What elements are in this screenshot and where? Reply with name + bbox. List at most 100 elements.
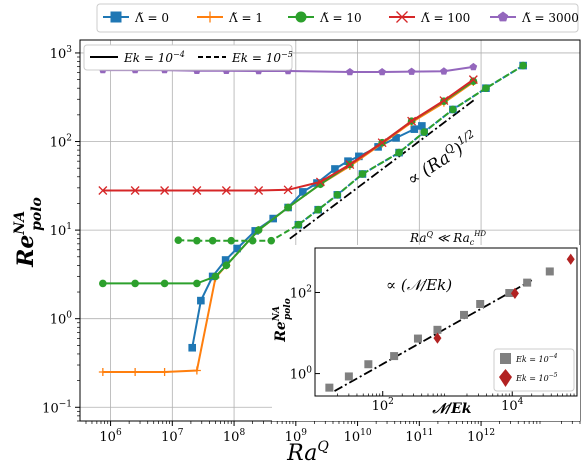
data-point-l10_ek5 [193,236,201,245]
inset-x-tick-label: 104 [501,397,524,414]
main-scaling-label: ∝ (RaQ)1/2 [402,127,482,190]
series-l10_ek5 [174,61,527,245]
main-x-tick-label: 1011 [405,428,433,445]
lambda-legend-marker [497,11,509,22]
main-y-tick-label: 10−1 [42,399,72,416]
lambda-legend-marker [110,11,122,23]
data-point-l3000_ek4 [346,68,354,76]
inset-data-point-ek4 [325,383,334,392]
main-x-tick-label: 1010 [344,428,372,445]
inset-data-point-ek4 [433,325,442,334]
ek-legend-frame [83,44,293,71]
data-point-l100_ek4 [192,186,202,195]
main-x-label: RaQ [286,439,329,466]
data-point-l0_ek4 [392,134,400,142]
data-point-l3000_ek4 [440,67,448,75]
data-point-l10_ek5 [482,84,490,92]
main-scaling-dashdot [289,98,476,240]
data-point-l1_ek4 [192,366,201,375]
data-point-l1_ek4 [98,368,107,377]
inset-legend-frame [493,348,575,392]
data-point-l3000_ek4 [378,68,386,76]
ek-legend-label-2: Ek = 10−5 [231,50,293,65]
data-point-l10_ek4 [193,279,201,288]
data-point-l10_ek4 [131,279,139,288]
lambda-legend-marker [295,11,307,23]
inset-y-tick-label: 102 [290,284,312,301]
data-point-l0_ek4 [344,157,352,165]
lambda-legend-label: Λ̃ = 10 [319,11,362,25]
data-point-l10_ek5 [294,220,303,229]
svg-text:ReNApolo: ReNApolo [12,197,45,268]
data-point-l100_ek4 [377,138,387,148]
data-point-l0_ek4 [299,188,307,196]
inset-title: RaQ ≪ RacHD [409,230,486,247]
inset-scaling-line [334,279,533,392]
data-point-l100_ek4 [130,186,140,195]
inset-data-point-ek4 [545,267,554,276]
data-point-l10_ek5 [519,61,527,70]
data-point-l100_ek4 [221,186,231,195]
inset-data-point-ek4 [523,278,532,287]
lambda-legend-label: Λ̃ = 3000 [521,11,579,25]
data-point-l1_ek4 [131,368,140,377]
data-point-l100_ek4 [160,186,170,195]
inset-data-point-ek4 [344,372,353,381]
data-point-l10_ek4 [284,203,292,212]
data-point-l10_ek5 [358,170,367,178]
data-point-l10_ek4 [254,226,263,234]
lambda-legend-label: Λ̃ = 1 [228,11,263,25]
data-point-l3000_ek4 [469,62,478,71]
series-l100_ek4 [98,75,478,195]
inset-legend-diamond-marker [499,369,512,387]
series-l0_ek5 [294,61,527,229]
inset-scaling-dashdot [334,279,533,392]
data-point-l0_ek4 [331,165,339,173]
main-scaling-line [289,98,476,240]
inset-data-point-ek4 [460,310,469,319]
data-point-l0_ek4 [233,244,241,253]
ek-legend: Ek = 10−4 Ek = 10−5 [83,44,293,71]
data-point-l10_ek5 [174,236,183,244]
data-point-l0_ek4 [188,343,197,352]
data-point-l10_ek5 [420,128,429,136]
data-point-l100_ek4 [254,186,264,195]
main-y-tick-label: 100 [50,311,73,328]
main-y-tick-label: 101 [50,222,72,239]
data-point-l10_ek4 [222,261,231,270]
inset-ticks: 102 104 100 102 [290,284,575,414]
data-point-l10_ek4 [211,272,220,281]
data-point-l10_ek5 [314,205,322,214]
inset-series-ek5 [433,253,575,344]
inset-y-label: ReNApolo [272,298,293,342]
main-x-tick-label: 108 [223,428,246,445]
data-point-l10_ek4 [99,279,107,288]
data-point-l100_ek4 [345,160,355,169]
lambda-legend-label: Λ̃ = 0 [134,11,169,25]
data-point-l0_ek4 [197,296,205,305]
data-point-l10_ek5 [333,191,342,199]
inset-data-point-ek4 [364,360,373,369]
data-point-l0_ek4 [410,125,419,133]
inset-data-point-ek5 [510,287,519,299]
data-point-l100_ek4 [439,96,449,106]
data-point-l1_ek4 [160,368,169,377]
data-point-l10_ek5 [248,236,257,245]
main-y-tick-label: 102 [50,134,72,151]
svg-text:∝ (RaQ)1/2: ∝ (RaQ)1/2 [402,127,482,190]
lambda-legend-frame [96,3,579,33]
main-x-tick-label: 106 [99,428,122,445]
inset-series [325,253,575,392]
inset-x-label: 𝒩/Ek [432,401,472,417]
inset-data-point-ek4 [413,334,422,343]
inset-data-point-ek4 [505,289,514,298]
inset-series-ek4 [325,267,554,392]
lambda-legend-marker [204,11,216,23]
data-point-l10_ek4 [469,77,478,85]
data-point-l3000_ek4 [407,67,416,75]
inset-scaling-label: ∝ (𝒩/Ek) [386,276,452,294]
inset-data-point-ek4 [476,299,485,308]
ek-legend-label-1: Ek = 10−4 [123,50,185,65]
